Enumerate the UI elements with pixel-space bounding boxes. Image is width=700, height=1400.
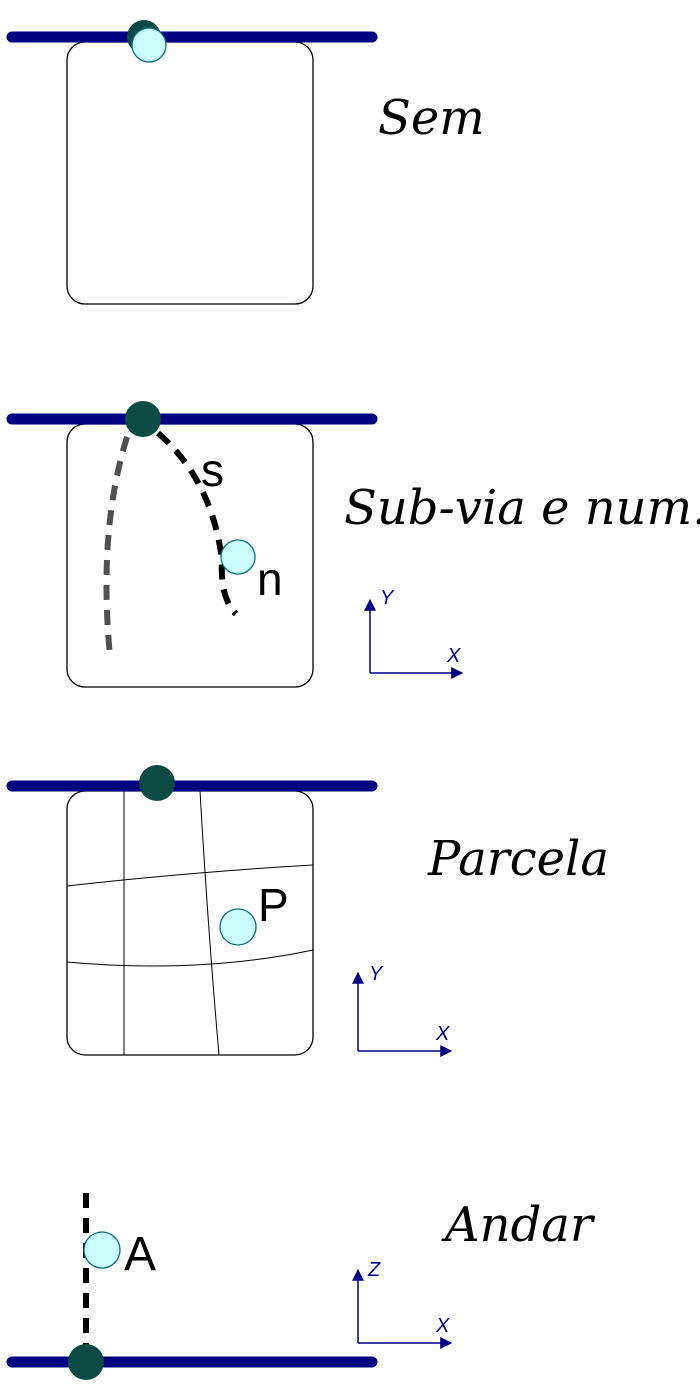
parcel-grid (66, 790, 314, 1056)
point-label: A (124, 1228, 156, 1281)
x-axis-label: X (435, 1023, 450, 1045)
access-point (125, 401, 161, 437)
address-point (219, 908, 257, 946)
point-label: P (258, 879, 289, 931)
x-axis-label: X (435, 1315, 450, 1337)
gray-dashed-path (103, 436, 130, 657)
panel-label: Sub-via e num. (344, 480, 700, 536)
access-point (139, 765, 175, 801)
axes-xy: Y X (364, 587, 464, 679)
address-point (131, 27, 167, 63)
panel-label: Sem (378, 90, 485, 146)
address-point (83, 1231, 121, 1269)
point-label: n (257, 553, 283, 605)
panel-sem: Sem (6, 20, 485, 305)
parcel-divider (66, 864, 314, 887)
panel-andar: A Andar Z X (6, 1193, 596, 1380)
panel-label: Andar (441, 1197, 596, 1253)
parcel-divider (199, 790, 220, 1056)
x-axis-label: X (446, 645, 461, 667)
y-axis-label: Y (380, 587, 395, 609)
panel-label: Parcela (427, 831, 609, 887)
y-axis-label: Y (369, 963, 384, 985)
access-point (68, 1344, 104, 1380)
z-axis-label: Z (367, 1259, 381, 1281)
panel-parcela: P Parcela Y X (6, 765, 609, 1057)
axes-zx: Z X (352, 1259, 453, 1349)
path-label: s (201, 444, 224, 496)
address-point (220, 539, 256, 575)
block-outline (66, 41, 314, 305)
parcel-divider (66, 949, 314, 967)
subvia-dashed-path (156, 430, 239, 617)
panel-subvia: s n Sub-via e num. Y X (6, 401, 700, 688)
axes-xy: Y X (352, 963, 453, 1057)
